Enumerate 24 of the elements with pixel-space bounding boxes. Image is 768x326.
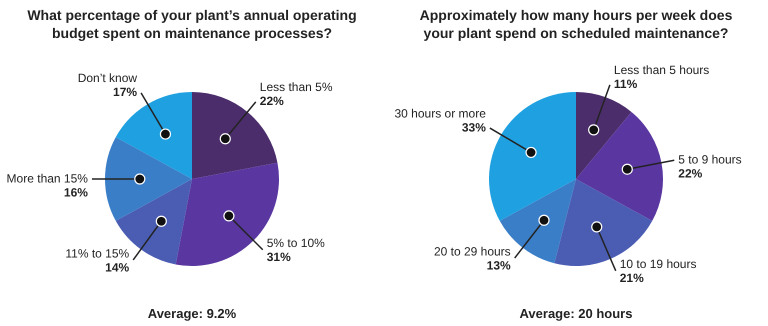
data-label: 33% <box>462 120 486 134</box>
chart-title: Approximately how many hours per week does your plant spend on scheduled maintenance? <box>418 6 734 42</box>
slice-label: 10 to 19 hours <box>620 257 696 272</box>
data-label: 11% <box>614 77 638 92</box>
chart-title: What percentage of your plant’s annual operating budget spent on maintenance processes? <box>26 6 358 42</box>
text: Average: 9.2% <box>146 306 238 321</box>
slice-label: More than 15% <box>6 171 88 186</box>
data-label: 22% <box>678 166 703 181</box>
slice-label: 5 to 9 hours <box>678 152 742 167</box>
slice-label: 30 hours or more <box>394 106 486 120</box>
slice-label: Less than 5 hours <box>614 63 710 78</box>
slice-label: Less than 5% <box>260 80 333 94</box>
data-label: 13% <box>486 258 511 272</box>
data-label: 17% <box>113 85 138 100</box>
slice-label: 20 to 29 hours <box>434 244 511 258</box>
data-label: 31% <box>266 250 292 264</box>
data-label: 21% <box>620 271 644 286</box>
data-label: 14% <box>105 260 130 274</box>
data-label: 22% <box>260 94 284 108</box>
slice-label: 5% to 10% <box>266 236 326 250</box>
text: Average: 20 hours <box>518 306 634 321</box>
data-label: 16% <box>64 185 88 200</box>
slice-label: 11% to 15% <box>65 246 130 260</box>
slice-label: Don’t know <box>78 71 138 86</box>
